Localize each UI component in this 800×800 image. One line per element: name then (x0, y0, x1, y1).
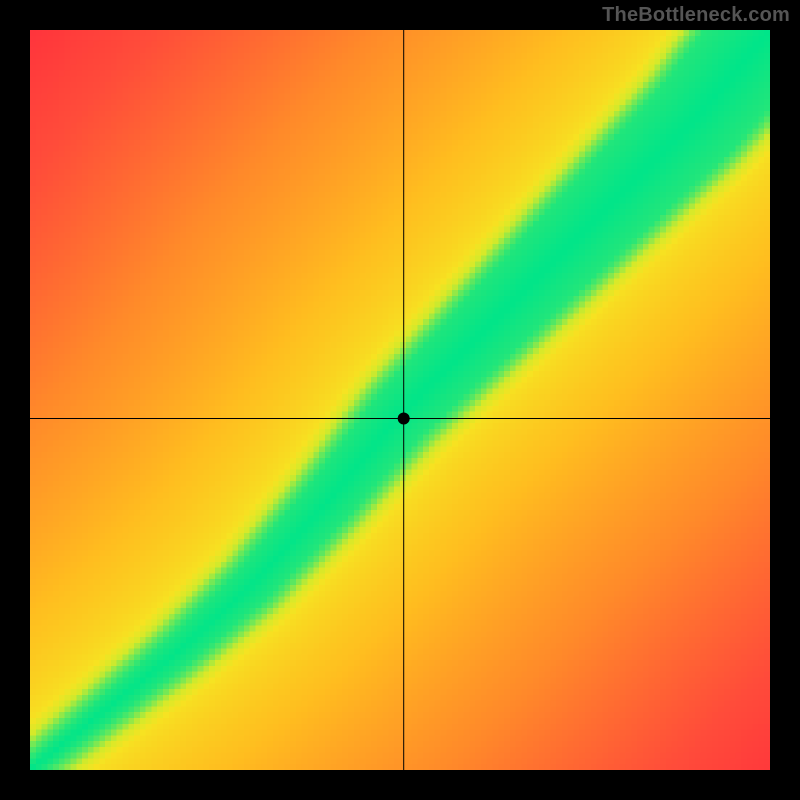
chart-container: TheBottleneck.com (0, 0, 800, 800)
heatmap-canvas (30, 30, 770, 770)
plot-area (30, 30, 770, 770)
source-watermark: TheBottleneck.com (602, 4, 790, 27)
